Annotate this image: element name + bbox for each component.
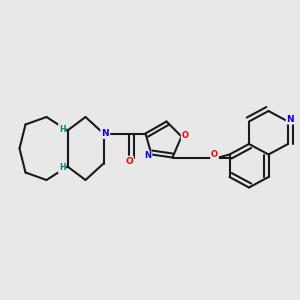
Text: H: H [59,124,65,134]
Text: O: O [125,157,133,166]
Text: O: O [211,150,218,159]
Text: O: O [182,130,189,140]
Text: N: N [144,152,152,160]
Text: N: N [101,129,109,138]
Text: H: H [59,164,65,172]
Text: N: N [286,115,294,124]
